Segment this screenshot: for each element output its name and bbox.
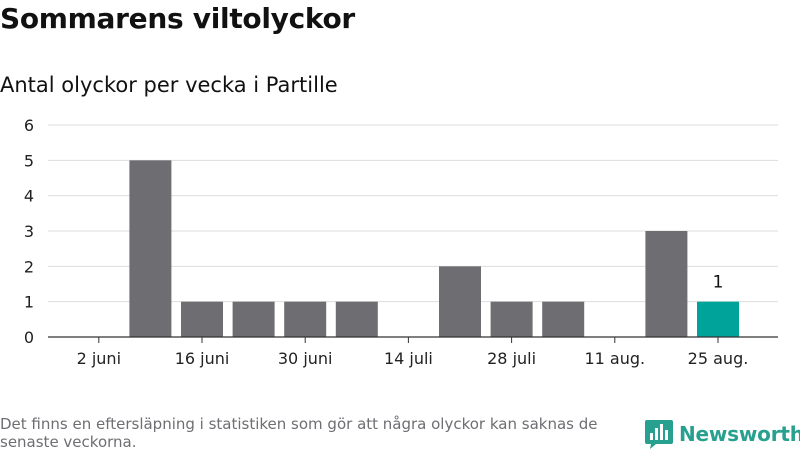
chart-title: Sommarens viltolyckor xyxy=(0,2,355,35)
bar-chart: 0 1 2 3 4 5 6 1 2 juni 16 juni 30 juni 14 juli 28 … xyxy=(24,116,778,368)
bar xyxy=(439,266,481,337)
bar xyxy=(232,301,275,337)
logo-background xyxy=(645,420,673,449)
y-tick-label: 0 xyxy=(24,328,34,347)
x-tick-label: 25 aug. xyxy=(688,349,749,368)
y-tick-label: 1 xyxy=(24,293,34,312)
bar-chart-logo-icon xyxy=(645,420,673,449)
y-tick-label: 3 xyxy=(24,222,34,241)
data-label: 1 xyxy=(713,273,724,293)
chart-subtitle: Antal olyckor per vecka i Partille xyxy=(0,73,338,97)
bar xyxy=(645,231,688,337)
x-axis-tick-labels: 2 juni 16 juni 30 juni 14 juli 28 juli 11 aug… xyxy=(77,337,749,368)
y-axis-tick-labels: 0 1 2 3 4 5 6 xyxy=(24,116,34,347)
bar xyxy=(335,301,378,337)
bar xyxy=(284,301,327,337)
logo-bar xyxy=(655,428,658,440)
bars xyxy=(129,160,739,337)
y-tick-label: 4 xyxy=(24,187,34,206)
x-tick-label: 16 juni xyxy=(175,349,230,368)
bar xyxy=(490,301,533,337)
bar xyxy=(129,160,172,337)
logo-bar xyxy=(665,430,668,440)
logo-bar xyxy=(660,424,663,440)
bar xyxy=(181,301,223,337)
brand-logo: Newsworthy xyxy=(644,418,800,450)
logo-bar xyxy=(650,433,653,440)
x-tick-label: 2 juni xyxy=(77,349,121,368)
x-tick-label: 30 juni xyxy=(278,349,333,368)
y-tick-label: 2 xyxy=(24,257,34,276)
x-tick-label: 28 juli xyxy=(487,349,536,368)
y-tick-label: 6 xyxy=(24,116,34,135)
data-labels: 1 xyxy=(713,273,724,293)
brand-name: Newsworthy xyxy=(679,422,800,446)
bar xyxy=(697,301,739,337)
bar xyxy=(542,301,585,337)
x-tick-label: 14 juli xyxy=(384,349,433,368)
x-tick-label: 11 aug. xyxy=(584,349,645,368)
y-tick-label: 5 xyxy=(24,151,34,170)
footnote: Det finns en eftersläpning i statistiken… xyxy=(0,415,598,451)
